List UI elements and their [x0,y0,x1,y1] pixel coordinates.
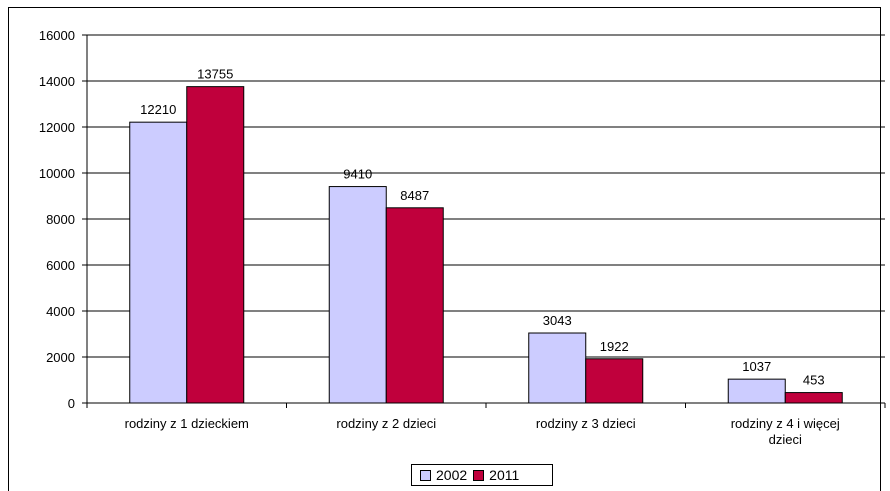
data-label: 12210 [140,102,176,117]
bar-2002 [727,378,786,404]
legend-item-2002: 2002 [420,467,467,483]
legend-label-2002: 2002 [436,467,468,483]
data-label: 13755 [197,67,233,82]
legend-swatch-2002 [420,469,431,481]
x-category-label: rodziny z 3 dzieci [536,416,636,431]
x-category-label: rodziny z 1 dzieckiem [125,416,249,431]
bar-2002 [528,332,587,404]
y-tick-label: 12000 [39,120,75,135]
legend-swatch-2011 [473,469,485,481]
data-label: 3043 [543,313,572,328]
bar-2011 [784,392,843,404]
data-label: 9410 [343,167,372,182]
y-tick-label: 10000 [39,166,75,181]
y-tick-label: 16000 [39,28,75,43]
data-label: 8487 [400,188,429,203]
legend: 2002 2011 [411,464,553,486]
chart-frame [8,7,881,491]
x-category-label: rodziny z 2 dzieci [336,416,436,431]
y-tick-label: 0 [68,396,75,411]
x-category-label: dzieci [769,432,802,447]
bar-2011 [585,358,644,404]
y-tick-label: 2000 [46,350,75,365]
legend-item-2011: 2011 [473,467,519,483]
bar-2011 [385,207,444,404]
bar-2011 [186,86,245,404]
y-tick-label: 14000 [39,74,75,89]
data-label: 1922 [600,339,629,354]
bar-2002 [328,186,387,404]
y-tick-label: 6000 [46,258,75,273]
data-label: 1037 [742,359,771,374]
bar-2002 [129,121,188,404]
x-category-label: rodziny z 4 i więcej [731,416,840,431]
data-label: 453 [803,373,825,388]
y-tick-label: 4000 [46,304,75,319]
y-tick-label: 8000 [46,212,75,227]
legend-label-2011: 2011 [489,467,520,483]
